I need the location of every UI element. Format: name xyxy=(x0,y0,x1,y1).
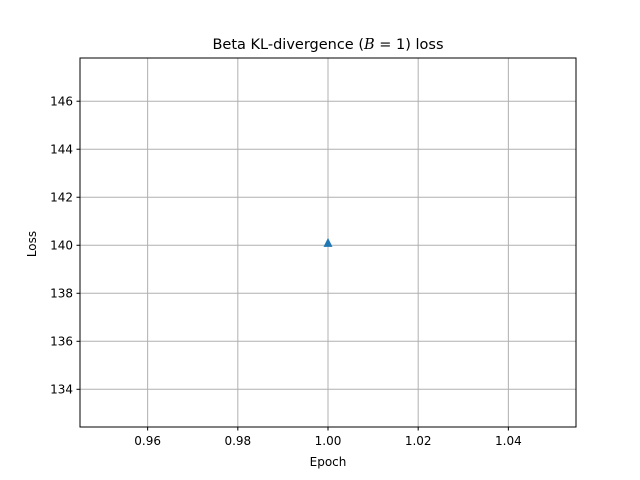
y-tick-label: 138 xyxy=(50,287,73,301)
chart-title: Beta KL-divergence (B = 1) loss xyxy=(212,37,443,53)
y-axis-label: Loss xyxy=(25,231,39,257)
y-tick-label: 134 xyxy=(50,383,73,397)
x-axis-label: Epoch xyxy=(310,455,347,469)
x-tick-label: 1.00 xyxy=(315,434,342,448)
y-tick-label: 146 xyxy=(50,95,73,109)
y-tick-label: 136 xyxy=(50,335,73,349)
plot-frame xyxy=(79,57,577,428)
y-tick-label: 140 xyxy=(50,239,73,253)
x-tick-label: 1.02 xyxy=(405,434,432,448)
y-axis-ticks: 134 136 138 140 142 144 146 xyxy=(50,95,80,397)
data-points xyxy=(323,237,333,247)
title-symbol: B xyxy=(363,37,375,53)
y-tick-label: 144 xyxy=(50,143,73,157)
x-tick-label: 0.96 xyxy=(134,434,161,448)
x-tick-label: 0.98 xyxy=(224,434,251,448)
x-axis-ticks: 0.96 0.98 1.00 1.02 1.04 xyxy=(134,427,522,448)
y-tick-label: 142 xyxy=(50,191,73,205)
x-tick-label: 1.04 xyxy=(495,434,522,448)
data-point-triangle xyxy=(323,237,333,247)
